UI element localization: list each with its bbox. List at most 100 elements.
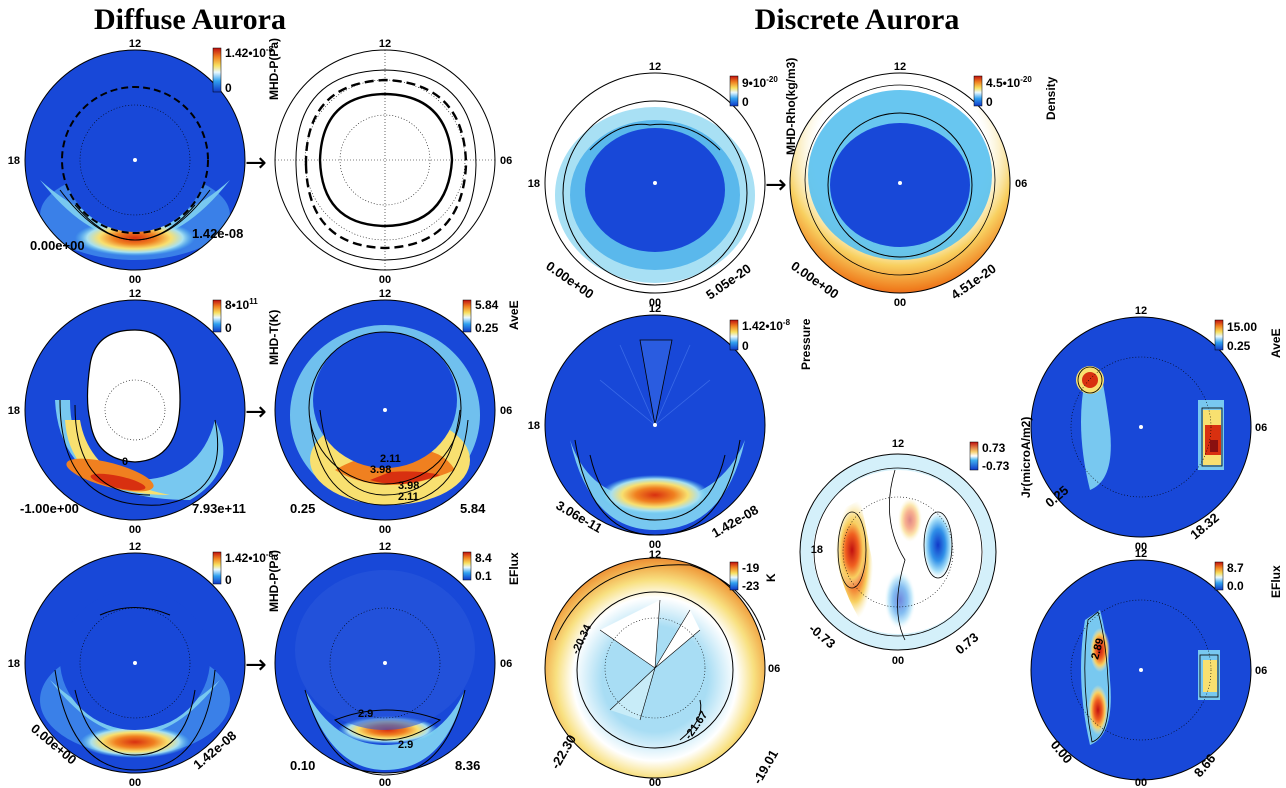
p5-contour-label: 0 xyxy=(122,456,128,468)
p1-label-left: 18 xyxy=(8,155,20,167)
panel-eflux-discrete: 2.89 12 00 06 0.00 8.66 8.7 0.0 EFlux xyxy=(1030,548,1283,788)
p3-cb-min: 0 xyxy=(742,95,749,109)
p10-cb-max: 1.42•10-8 xyxy=(225,550,274,565)
p11-min: 0.10 xyxy=(290,758,315,773)
p9-cb-min: -0.73 xyxy=(982,459,1010,473)
p3-cb-max: 9•10-20 xyxy=(742,75,778,90)
p11-contour-a: 2.9 xyxy=(358,708,373,720)
p13-cb-min: 0.0 xyxy=(1227,579,1244,593)
p11-label-top: 12 xyxy=(379,541,391,553)
p9-cb-max: 0.73 xyxy=(982,441,1006,455)
p6-contour-d: 2.11 xyxy=(398,491,419,503)
p11-max: 8.36 xyxy=(455,758,480,773)
p5-label-bottom: 00 xyxy=(129,524,141,536)
p5-unit: MHD-T(K) xyxy=(267,310,281,365)
p11-contour-b: 2.9 xyxy=(398,739,413,751)
p1-unit: MHD-P(Pa) xyxy=(267,38,281,100)
p5-max: 7.93e+11 xyxy=(192,501,246,516)
panel-mhd-pressure-1: 12 00 18 0.00e+00 1.42e-08 1.42•10-8 0 M… xyxy=(8,38,281,286)
p10-unit: MHD-P(Pa) xyxy=(267,550,281,612)
p13-label-top: 12 xyxy=(1135,548,1147,560)
p6-cb-min: 0.25 xyxy=(475,321,499,335)
panel-jr-current: 12 00 18 -0.73 0.73 0.73 -0.73 Jr(microA… xyxy=(799,417,1033,667)
p6-contour-c: 3.98 xyxy=(398,480,419,492)
p12-label-top: 12 xyxy=(649,549,661,561)
p4-label-top: 12 xyxy=(894,61,906,73)
p12-max: -19.01 xyxy=(750,747,781,786)
p1-cb-min: 0 xyxy=(225,81,232,95)
p12-label-right: 06 xyxy=(768,663,780,675)
p4-unit: Density xyxy=(1044,76,1058,120)
p6-contour-a: 2.11 xyxy=(380,453,401,465)
arrow-1: → xyxy=(245,148,267,178)
diffuse-title: Diffuse Aurora xyxy=(94,3,286,36)
p12-unit: K xyxy=(764,573,778,582)
p13-cb-max: 8.7 xyxy=(1227,561,1244,575)
p3-label-left: 18 xyxy=(528,178,540,190)
p8-cb-max: 15.00 xyxy=(1227,320,1257,334)
p4-cb-max: 4.5•10-20 xyxy=(986,75,1032,90)
arrow-4: → xyxy=(245,650,267,680)
p7-label-left: 18 xyxy=(528,420,540,432)
p5-label-left: 18 xyxy=(8,405,20,417)
p3-label-top: 12 xyxy=(649,61,661,73)
p1-min: 0.00e+00 xyxy=(30,238,85,253)
p4-cb-min: 0 xyxy=(986,95,993,109)
p1-label-top: 12 xyxy=(129,38,141,50)
p8-label-top: 12 xyxy=(1135,305,1147,317)
p11-unit: EFlux xyxy=(507,552,521,585)
p11-cb-min: 0.1 xyxy=(475,569,492,583)
p6-max: 5.84 xyxy=(460,501,486,516)
p1-cb-max: 1.42•10-8 xyxy=(225,45,274,60)
p2-label-bottom: 00 xyxy=(379,274,391,286)
p13-label-right: 06 xyxy=(1255,665,1267,677)
p12-cb-min: -23 xyxy=(742,579,760,593)
p11-label-bottom: 00 xyxy=(379,777,391,788)
p8-unit: AveE xyxy=(1269,328,1283,358)
p10-cb-min: 0 xyxy=(225,573,232,587)
panel-mhd-rho: 12 00 18 0.00e+00 5.05e-20 9•10-20 0 MHD… xyxy=(528,58,798,309)
p13-label-bottom: 00 xyxy=(1135,777,1147,788)
p6-contour-b: 3.98 xyxy=(370,464,391,476)
discrete-title: Discrete Aurora xyxy=(755,3,960,36)
p3-unit: MHD-Rho(kg/m3) xyxy=(784,58,798,155)
p8-label-bottom: 00 xyxy=(1135,541,1147,553)
p8-cb-min: 0.25 xyxy=(1227,339,1251,353)
p7-cb-min: 0 xyxy=(742,339,749,353)
arrow-3: → xyxy=(245,397,267,427)
p9-label-top: 12 xyxy=(892,438,904,450)
p8-label-right: 06 xyxy=(1255,422,1267,434)
p4-label-bottom: 00 xyxy=(894,297,906,309)
p12-label-bottom: 00 xyxy=(649,777,661,788)
panel-boundary-outline: 12 00 06 xyxy=(274,38,512,286)
panel-pressure-discrete: 12 00 18 3.06e-11 1.42e-08 1.42•10-8 0 P… xyxy=(528,303,813,551)
p12-cb-max: -19 xyxy=(742,561,760,575)
panel-density: 12 00 06 0.00e+00 4.51e-20 4.5•10-20 0 D… xyxy=(788,61,1058,309)
p6-label-top: 12 xyxy=(379,288,391,300)
p9-max: 0.73 xyxy=(952,630,981,658)
p5-cb-min: 0 xyxy=(225,321,232,335)
p2-label-top: 12 xyxy=(379,38,391,50)
panel-k-temperature: -20.34 -21.67 12 00 06 -22.30 -19.01 -19… xyxy=(544,549,781,788)
p10-label-top: 12 xyxy=(129,541,141,553)
p13-unit: EFlux xyxy=(1269,565,1283,598)
p10-label-left: 18 xyxy=(8,658,20,670)
panel-avee-discrete: 12 00 06 0.25 18.32 15.00 0.25 AveE xyxy=(1030,305,1283,553)
arrow-2: → xyxy=(765,170,787,200)
p9-unit: Jr(microA/m2) xyxy=(1019,417,1033,498)
p5-label-top: 12 xyxy=(129,288,141,300)
p10-label-bottom: 00 xyxy=(129,777,141,788)
panel-eflux-diffuse: 2.9 2.9 12 00 06 0.10 8.36 8.4 0.1 EFlux xyxy=(274,541,521,788)
p12-min: -22.30 xyxy=(548,732,579,771)
p6-cb-max: 5.84 xyxy=(475,298,499,312)
p7-label-bottom: 00 xyxy=(649,539,661,551)
p11-label-right: 06 xyxy=(500,658,512,670)
p9-label-left: 18 xyxy=(811,544,823,556)
p7-cb-max: 1.42•10-8 xyxy=(742,318,791,333)
p7-label-top: 12 xyxy=(649,303,661,315)
p9-label-bottom: 00 xyxy=(892,655,904,667)
panel-mhd-temperature: 0 12 00 18 -1.00e+00 7.93e+11 8•1011 0 M… xyxy=(8,288,281,536)
p6-label-bottom: 00 xyxy=(379,524,391,536)
p11-cb-max: 8.4 xyxy=(475,551,492,565)
